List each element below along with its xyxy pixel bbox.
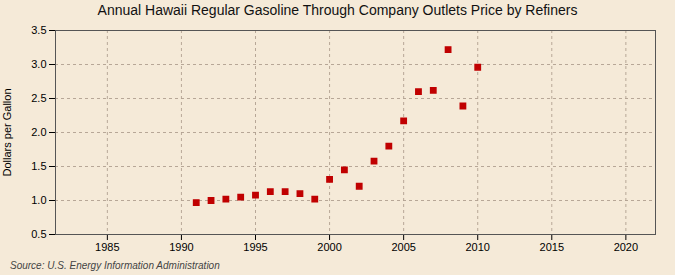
svg-text:1.5: 1.5 bbox=[31, 160, 46, 172]
svg-text:Dollars per Gallon: Dollars per Gallon bbox=[1, 88, 13, 176]
svg-text:2005: 2005 bbox=[391, 241, 415, 253]
svg-text:0.5: 0.5 bbox=[31, 228, 46, 240]
svg-text:2010: 2010 bbox=[465, 241, 489, 253]
svg-text:2020: 2020 bbox=[614, 241, 638, 253]
svg-text:2.5: 2.5 bbox=[31, 92, 46, 104]
svg-text:3.5: 3.5 bbox=[31, 24, 46, 36]
svg-text:2015: 2015 bbox=[540, 241, 564, 253]
svg-text:1995: 1995 bbox=[243, 241, 267, 253]
svg-text:3.0: 3.0 bbox=[31, 58, 46, 70]
html-text:Source: U.S. Energy Informatio: Source: U.S. Energy Information Administ… bbox=[10, 260, 220, 271]
svg-text:2000: 2000 bbox=[317, 241, 341, 253]
svg-text:2.0: 2.0 bbox=[31, 126, 46, 138]
svg-text:1.0: 1.0 bbox=[31, 194, 46, 206]
html-text:Annual Hawaii Regular Gasoline: Annual Hawaii Regular Gasoline Through C… bbox=[97, 2, 578, 18]
svg-text:1985: 1985 bbox=[95, 241, 119, 253]
svg-text:1990: 1990 bbox=[169, 241, 193, 253]
